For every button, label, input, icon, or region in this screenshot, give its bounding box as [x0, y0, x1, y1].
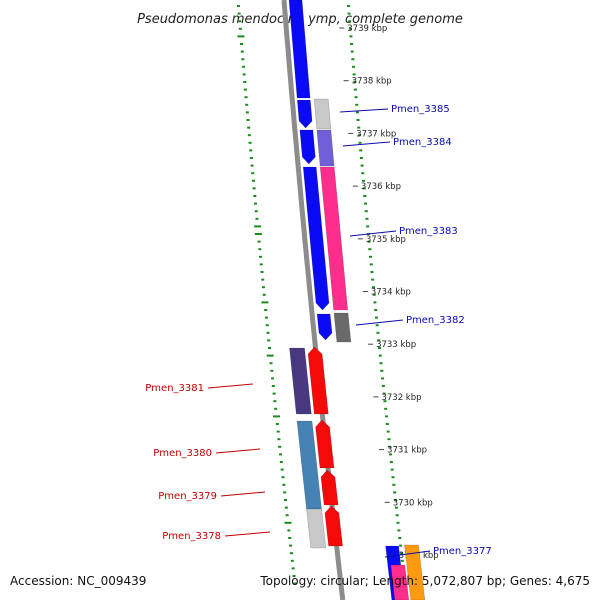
- reverse-gene: [320, 469, 339, 506]
- forward-gene: [296, 99, 313, 129]
- forward-gene: [288, 0, 311, 99]
- gene-label-pmen-3379: Pmen_3379: [158, 491, 217, 502]
- accession-text: Accession: NC_009439: [10, 574, 147, 588]
- kbp-tick-label: 3730 kbp: [393, 498, 433, 508]
- forward-gene: [302, 166, 330, 311]
- gene-label-pmen-3381: Pmen_3381: [145, 383, 204, 394]
- kbp-tick-label: 3734 kbp: [371, 288, 411, 298]
- cog-band: [313, 98, 332, 130]
- gene-label-connector: [342, 141, 391, 147]
- gene-label-connector: [355, 319, 404, 326]
- gene-label-connector: [349, 230, 397, 237]
- gene-features: [288, 0, 426, 600]
- kbp-tick-label: 3737 kbp: [356, 129, 396, 139]
- gene-label-connector: [384, 550, 431, 558]
- gene-label-pmen-3383: Pmen_3383: [399, 226, 458, 237]
- reverse-gene: [324, 505, 343, 547]
- gc-skew-track-outer: [236, 5, 297, 585]
- cog-band: [333, 312, 352, 343]
- forward-gene: [299, 129, 316, 165]
- gene-label-pmen-3377: Pmen_3377: [433, 546, 492, 557]
- cog-band: [316, 129, 335, 167]
- gene-label-connector: [215, 448, 261, 454]
- gene-label-pmen-3378: Pmen_3378: [162, 531, 221, 542]
- cog-band: [306, 508, 327, 549]
- reverse-gene: [315, 419, 335, 469]
- gene-label-connector: [224, 531, 271, 537]
- kbp-tick-label: 3738 kbp: [352, 77, 392, 87]
- kbp-tick-label: 3739 kbp: [347, 24, 387, 34]
- kbp-tick-label: 3735 kbp: [366, 235, 406, 245]
- reverse-gene: [307, 346, 329, 415]
- gene-label-pmen-3382: Pmen_3382: [406, 315, 465, 326]
- kbp-tick-label: 3732 kbp: [381, 393, 421, 403]
- gc-skew-track-inner: [346, 5, 407, 585]
- gene-label-connector: [339, 108, 389, 113]
- gene-label-pmen-3380: Pmen_3380: [153, 448, 212, 459]
- kbp-tick-label: 3731 kbp: [387, 446, 427, 456]
- gene-label-pmen-3384: Pmen_3384: [393, 137, 452, 148]
- gene-label-connector: [220, 491, 266, 497]
- gene-label-connector: [207, 383, 254, 389]
- genome-summary: Topology: circular; Length: 5,072,807 bp…: [260, 574, 590, 588]
- cog-band: [289, 347, 312, 415]
- gene-label-pmen-3385: Pmen_3385: [391, 104, 450, 115]
- cog-band: [404, 544, 426, 600]
- cog-band: [319, 166, 349, 311]
- kbp-tick-label: 3733 kbp: [376, 340, 416, 350]
- cog-band: [390, 564, 410, 600]
- gene-labels: Pmen_3385 Pmen_3384 Pmen_3383 Pmen_3382 Pmen…: [145, 104, 492, 558]
- kbp-tick-label: 3736 kbp: [361, 182, 401, 192]
- forward-gene: [316, 313, 333, 341]
